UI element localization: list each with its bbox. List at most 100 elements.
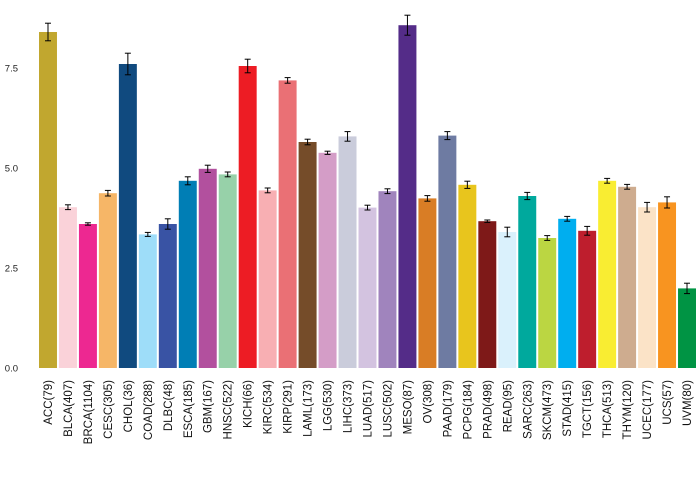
bar bbox=[518, 196, 537, 368]
x-tick-label: PAAD(179) bbox=[442, 380, 454, 437]
x-tick-label: KICH(66) bbox=[243, 380, 255, 428]
bar bbox=[598, 180, 617, 368]
x-tick-label: GBM(167) bbox=[203, 380, 215, 433]
x-tick-label: LIHC(373) bbox=[343, 380, 355, 433]
error-bar bbox=[584, 225, 591, 236]
x-tick-label: THCA(513) bbox=[602, 380, 614, 438]
error-bar bbox=[504, 226, 511, 238]
x-tick-label: LUSC(502) bbox=[382, 380, 394, 438]
x-tick-label: CESC(305) bbox=[103, 380, 115, 439]
bar bbox=[458, 184, 477, 368]
x-tick-label: LAML(173) bbox=[303, 380, 315, 437]
x-tick-label: MESO(87) bbox=[402, 380, 414, 434]
error-bar bbox=[464, 180, 471, 189]
error-bar bbox=[124, 52, 131, 76]
error-bar bbox=[564, 215, 571, 222]
bar bbox=[218, 174, 237, 368]
bar bbox=[338, 136, 357, 368]
bar bbox=[618, 186, 637, 368]
error-bar bbox=[144, 231, 151, 237]
x-tick-label: THYM(120) bbox=[622, 380, 634, 440]
error-bar bbox=[604, 177, 611, 184]
x-tick-label: KIRP(291) bbox=[283, 380, 295, 434]
bar bbox=[298, 142, 317, 368]
x-tick-label: SARC(263) bbox=[522, 380, 534, 439]
bar bbox=[678, 288, 696, 368]
x-tick-label: BLCA(407) bbox=[63, 380, 75, 437]
bar bbox=[538, 238, 557, 368]
y-tick-label: 7.5 bbox=[5, 64, 18, 75]
x-tick-label: LUAD(517) bbox=[363, 380, 375, 438]
error-bar bbox=[364, 204, 371, 211]
bar bbox=[478, 221, 497, 368]
error-bar bbox=[284, 77, 291, 84]
error-bar bbox=[644, 201, 651, 213]
bar bbox=[398, 25, 417, 368]
bar bbox=[58, 207, 77, 368]
error-bar bbox=[404, 14, 411, 36]
x-tick-label: STAD(415) bbox=[562, 380, 574, 437]
error-bar bbox=[324, 150, 331, 155]
bar bbox=[138, 234, 157, 368]
error-bar bbox=[684, 282, 691, 295]
x-tick-label: READ(95) bbox=[502, 380, 514, 433]
error-bar bbox=[244, 58, 251, 74]
bar bbox=[558, 218, 577, 368]
error-bar bbox=[44, 22, 51, 42]
error-bar bbox=[444, 131, 451, 141]
bar bbox=[438, 135, 457, 368]
x-tick-label: SKCM(473) bbox=[542, 380, 554, 440]
x-tick-label: ESCA(185) bbox=[183, 380, 195, 438]
error-bar bbox=[304, 138, 311, 146]
error-bar bbox=[384, 188, 391, 195]
bar bbox=[98, 193, 117, 368]
x-tick-label: OV(308) bbox=[422, 380, 434, 424]
bar bbox=[158, 224, 177, 368]
error-bar bbox=[424, 195, 431, 202]
error-bars-layer bbox=[44, 14, 691, 295]
error-bar bbox=[204, 164, 211, 173]
error-bar bbox=[264, 187, 271, 194]
x-tick-label: HNSC(522) bbox=[223, 380, 235, 440]
bar bbox=[258, 190, 277, 368]
bar bbox=[418, 198, 437, 368]
x-tick-label: UCEC(177) bbox=[642, 380, 654, 440]
y-tick-label: 5.0 bbox=[5, 164, 18, 175]
error-bar bbox=[544, 235, 551, 241]
bar bbox=[118, 64, 137, 368]
error-bar bbox=[224, 171, 231, 178]
y-axis: 0.0 2.5 5.0 7.5 bbox=[5, 64, 18, 375]
bar bbox=[358, 207, 377, 368]
x-tick-label: CHOL(36) bbox=[123, 380, 135, 433]
bar bbox=[278, 80, 297, 369]
x-axis: ACC(79) BLCA(407) BRCA(1104) CESC(305) CHOL(… bbox=[43, 380, 694, 445]
bar bbox=[498, 232, 517, 368]
bar bbox=[78, 224, 97, 368]
x-tick-label: BRCA(1104) bbox=[83, 380, 95, 445]
bar bbox=[578, 230, 597, 368]
bars-layer bbox=[39, 25, 696, 369]
y-tick-label: 2.5 bbox=[5, 264, 18, 275]
bar bbox=[238, 66, 257, 368]
x-tick-label: KIRC(534) bbox=[263, 380, 275, 434]
bar bbox=[178, 180, 197, 368]
bar bbox=[378, 191, 397, 368]
error-bar bbox=[484, 219, 491, 223]
y-tick-label: 0.0 bbox=[5, 364, 18, 375]
error-bar bbox=[104, 189, 111, 197]
error-bar bbox=[84, 222, 91, 226]
bar bbox=[198, 168, 217, 368]
bar bbox=[658, 202, 677, 368]
x-tick-label: COAD(288) bbox=[143, 380, 155, 440]
x-tick-label: ACC(79) bbox=[43, 380, 55, 425]
bar bbox=[318, 152, 337, 368]
error-bar bbox=[184, 176, 191, 186]
error-bar bbox=[164, 218, 171, 230]
error-bar bbox=[64, 204, 71, 211]
error-bar bbox=[524, 191, 531, 201]
x-tick-label: PRAD(498) bbox=[482, 380, 494, 439]
x-tick-label: UCS(57) bbox=[662, 380, 674, 425]
x-tick-label: DLBC(48) bbox=[163, 380, 175, 431]
